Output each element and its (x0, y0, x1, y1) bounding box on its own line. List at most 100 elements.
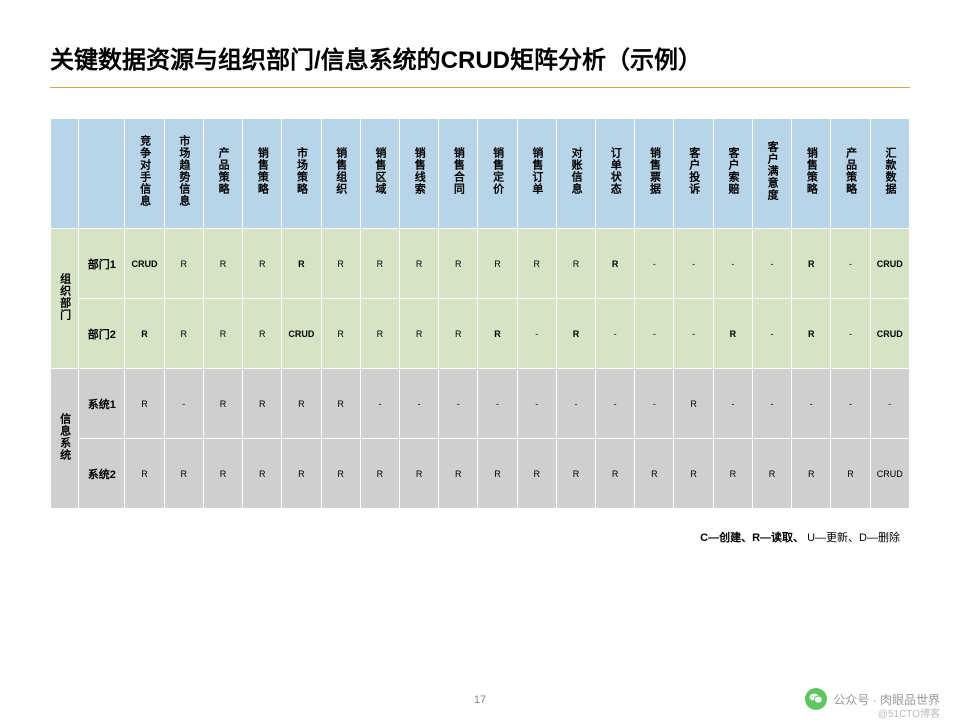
column-header: 销售合同 (439, 119, 478, 229)
row-label: 系统1 (79, 369, 125, 439)
data-cell: R (478, 299, 517, 369)
column-header: 销售线索 (399, 119, 438, 229)
column-header: 客户满意度 (752, 119, 791, 229)
column-header: 产品策略 (831, 119, 870, 229)
data-cell: R (517, 229, 556, 299)
data-cell: R (164, 299, 203, 369)
data-cell: - (478, 369, 517, 439)
data-cell: - (439, 369, 478, 439)
data-cell: - (713, 369, 752, 439)
data-cell: - (674, 229, 713, 299)
data-cell: R (321, 439, 360, 509)
column-header: 销售策略 (243, 119, 282, 229)
data-cell: R (831, 439, 870, 509)
column-header: 市场趋势信息 (164, 119, 203, 229)
data-cell: R (164, 229, 203, 299)
data-cell: - (556, 369, 595, 439)
data-cell: R (752, 439, 791, 509)
data-cell: R (478, 229, 517, 299)
data-cell: R (596, 439, 635, 509)
data-cell: R (360, 299, 399, 369)
divider (50, 87, 910, 88)
column-header: 对账信息 (556, 119, 595, 229)
data-cell: R (360, 439, 399, 509)
data-cell: R (556, 439, 595, 509)
data-cell: CRUD (870, 439, 909, 509)
data-cell: R (282, 439, 321, 509)
data-cell: - (635, 229, 674, 299)
data-cell: R (203, 299, 242, 369)
data-cell: - (674, 299, 713, 369)
data-cell: - (831, 229, 870, 299)
data-cell: R (399, 229, 438, 299)
data-cell: R (282, 229, 321, 299)
data-cell: R (243, 229, 282, 299)
data-cell: - (752, 369, 791, 439)
data-cell: R (713, 299, 752, 369)
column-header: 市场策略 (282, 119, 321, 229)
crud-matrix-table: 竞争对手信息市场趋势信息 产品策略 销售策略市场策略销售组织销售区域销售线索销售合同… (50, 118, 910, 509)
wechat-icon (805, 688, 827, 710)
data-cell: - (164, 369, 203, 439)
page-number: 17 (474, 694, 486, 706)
data-cell: R (125, 369, 164, 439)
data-cell: - (752, 299, 791, 369)
data-cell: - (831, 299, 870, 369)
data-cell: - (399, 369, 438, 439)
data-cell: R (478, 439, 517, 509)
column-header: 销售组织 (321, 119, 360, 229)
data-cell: R (674, 439, 713, 509)
data-cell: R (360, 229, 399, 299)
column-header: 竞争对手信息 (125, 119, 164, 229)
data-cell: - (596, 299, 635, 369)
data-cell: R (439, 439, 478, 509)
data-cell: R (399, 439, 438, 509)
data-cell: - (517, 299, 556, 369)
header-corner (51, 119, 79, 229)
column-header: 汇款数据 (870, 119, 909, 229)
data-cell: R (321, 299, 360, 369)
data-cell: R (321, 369, 360, 439)
data-cell: CRUD (870, 299, 909, 369)
data-cell: R (203, 229, 242, 299)
legend: C—创建、R—读取、 U—更新、D—删除 (50, 529, 910, 545)
data-cell: R (203, 439, 242, 509)
column-header: 销售订单 (517, 119, 556, 229)
column-header: 客户投诉 (674, 119, 713, 229)
column-header: 销售区域 (360, 119, 399, 229)
data-cell: R (125, 299, 164, 369)
data-cell: - (831, 369, 870, 439)
data-cell: R (792, 299, 831, 369)
data-cell: CRUD (125, 229, 164, 299)
row-label: 系统2 (79, 439, 125, 509)
legend-light: U—更新、D—删除 (804, 532, 900, 544)
data-cell: R (203, 369, 242, 439)
data-cell: CRUD (282, 299, 321, 369)
data-cell: R (517, 439, 556, 509)
data-cell: R (321, 229, 360, 299)
group-label: 信息系统 (51, 369, 79, 509)
group-label: 组织部门 (51, 229, 79, 369)
data-cell: R (674, 369, 713, 439)
data-cell: - (713, 229, 752, 299)
data-cell: - (792, 369, 831, 439)
column-header: 销售定价 (478, 119, 517, 229)
data-cell: R (399, 299, 438, 369)
data-cell: R (556, 229, 595, 299)
data-cell: R (792, 439, 831, 509)
data-cell: - (635, 299, 674, 369)
column-header: 销售票据 (635, 119, 674, 229)
data-cell: R (792, 229, 831, 299)
data-cell: CRUD (870, 229, 909, 299)
data-cell: R (125, 439, 164, 509)
data-cell: - (360, 369, 399, 439)
data-cell: R (243, 439, 282, 509)
page-title: 关键数据资源与组织部门/信息系统的CRUD矩阵分析（示例） (50, 40, 910, 75)
data-cell: R (164, 439, 203, 509)
data-cell: R (243, 369, 282, 439)
row-label: 部门1 (79, 229, 125, 299)
data-cell: R (282, 369, 321, 439)
data-cell: R (243, 299, 282, 369)
column-header: 客户索赔 (713, 119, 752, 229)
data-cell: R (713, 439, 752, 509)
